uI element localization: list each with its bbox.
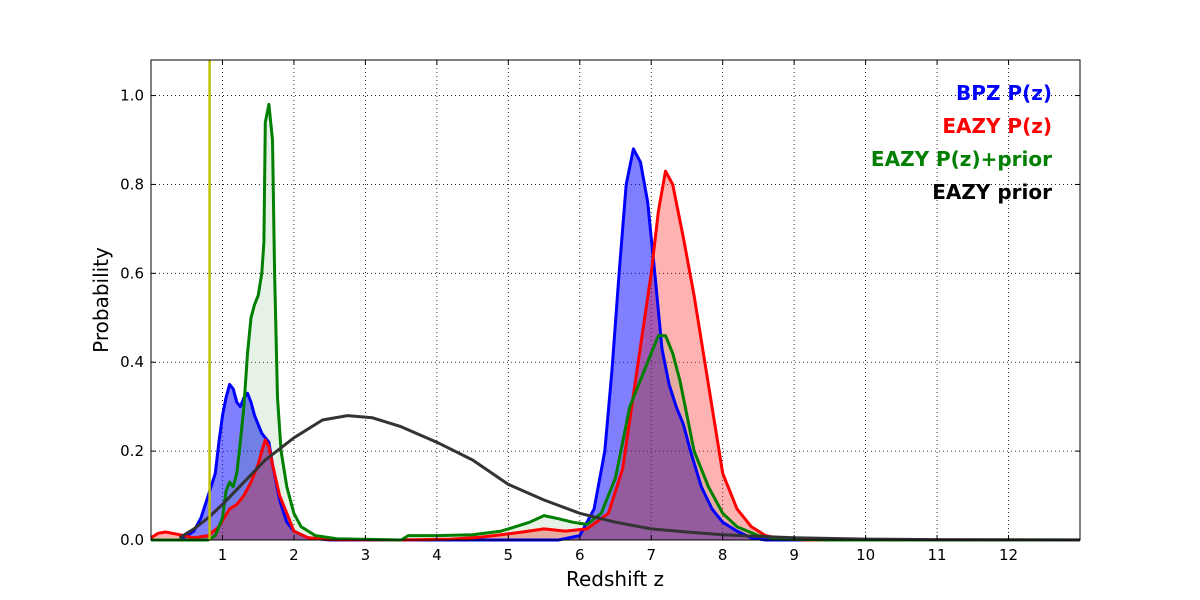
- legend-entry-eazy-prior: EAZY prior: [932, 180, 1052, 204]
- x-tick-label: 6: [575, 546, 585, 564]
- legend-entry-bpz-p-z: BPZ P(z): [956, 81, 1052, 105]
- x-tick-label: 12: [999, 546, 1018, 564]
- series-line-eazy-p-z-prior: [151, 102, 1080, 542]
- x-tick-label: 11: [928, 546, 947, 564]
- plot-frame: [150, 59, 1081, 541]
- y-axis-label: Probability: [89, 247, 113, 353]
- x-tick-label: 3: [361, 546, 371, 564]
- series-lines: [150, 102, 1081, 542]
- axis-ticks: 1 2 3 4 5 6 7 8 9 10 11 120.00.20.40.60.81.0: [120, 60, 1080, 564]
- legend-entry-eazy-p-z: EAZY P(z): [942, 114, 1052, 138]
- x-tick-label: 4: [432, 546, 442, 564]
- series-line-eazy-p-z: [150, 169, 1080, 542]
- x-tick-label: 1: [218, 546, 228, 564]
- x-tick-label: 5: [504, 546, 514, 564]
- y-tick-label: 1.0: [120, 87, 144, 105]
- y-tick-label: 0.8: [120, 175, 144, 193]
- y-tick-label: 0.0: [120, 531, 144, 549]
- series-area-eazy-p-z: [151, 171, 1080, 540]
- x-tick-label: 9: [789, 546, 799, 564]
- y-tick-label: 0.4: [120, 353, 144, 371]
- legend: BPZ P(z) EAZY P(z) EAZY P(z)+prior EAZY pri…: [871, 81, 1052, 204]
- series-area-bpz-p-z: [151, 148, 1080, 540]
- x-tick-label: 2: [289, 546, 299, 564]
- series-line-eazy-prior: [178, 414, 1081, 542]
- legend-entry-eazy-p-z-prior: EAZY P(z)+prior: [871, 147, 1052, 171]
- y-tick-label: 0.6: [120, 264, 144, 282]
- x-axis-label: Redshift z: [566, 567, 664, 591]
- y-tick-label: 0.2: [120, 442, 144, 460]
- x-tick-label: 10: [856, 546, 875, 564]
- x-tick-label: 8: [718, 546, 728, 564]
- x-tick-label: 7: [646, 546, 656, 564]
